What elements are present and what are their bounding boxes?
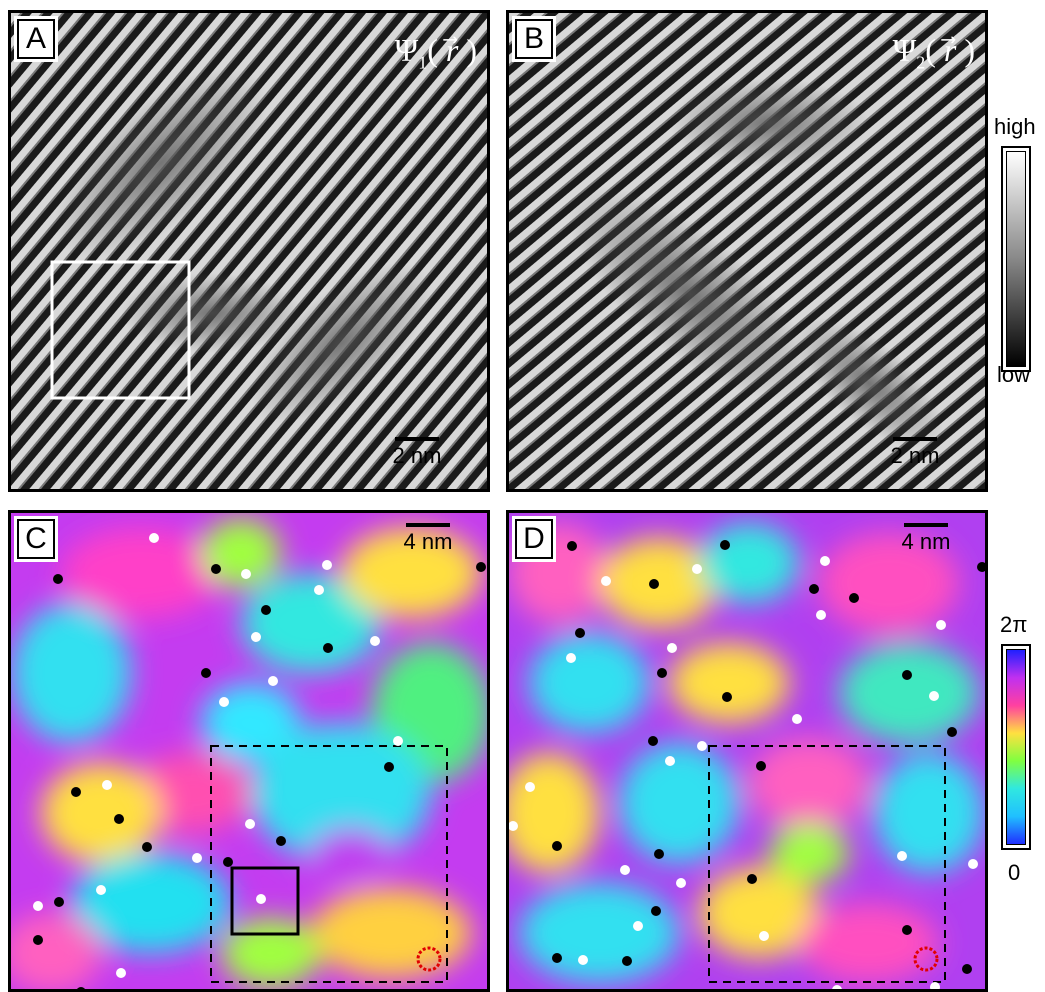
panel-b-amplitude-map: B Ψ2( r⃗ ) 2 nm [506, 10, 988, 492]
highlight-ring-c [416, 946, 442, 972]
panel-letter-d: D [512, 516, 556, 562]
scale-bar-c: 4 nm [393, 523, 463, 555]
panel-letter-b: B [512, 16, 556, 62]
scale-bar-d: 4 nm [891, 523, 961, 555]
colorbar-high-label: high [994, 114, 1036, 139]
dashed-region-d [708, 745, 946, 983]
scale-bar-label: 4 nm [403, 529, 453, 554]
panel-letter-c: C [14, 516, 58, 562]
zoom-box-black [230, 866, 300, 936]
panel-a-amplitude-map: A Ψ1( r⃗ ) 2 nm [8, 10, 490, 492]
phase-field-c [11, 513, 487, 989]
vector-r: r [943, 32, 957, 68]
amplitude-colorbar [1001, 146, 1031, 372]
phase-field-d [509, 513, 985, 989]
colorbar-2pi-label: 2π [1000, 612, 1028, 637]
scale-bar-a: 2 nm [385, 437, 449, 469]
stripe-pattern-b [509, 13, 985, 489]
scale-bar-label: 2 nm [890, 443, 940, 468]
phase-colorbar [1001, 644, 1031, 850]
vortex-markers-c [33, 533, 486, 989]
panel-d-phase-map: D 4 nm [506, 510, 988, 992]
wavefunction-label-2: Ψ2( r⃗ ) [892, 32, 975, 73]
scale-bar-b: 2 nm [883, 437, 947, 469]
panel-c-phase-map: C 4 nm [8, 510, 490, 992]
zoom-box-white [50, 260, 191, 400]
scale-bar-label: 2 nm [392, 443, 442, 468]
scale-bar-label: 4 nm [901, 529, 951, 554]
highlight-ring-d [913, 946, 939, 972]
colorbar-zero-label: 0 [1008, 860, 1021, 885]
vortex-markers-d [509, 540, 985, 989]
dashed-region-c [210, 745, 448, 983]
stripe-pattern-a [11, 13, 487, 489]
panel-letter-a: A [14, 16, 58, 62]
wavefunction-label-1: Ψ1( r⃗ ) [394, 32, 477, 73]
vector-r: r [445, 32, 459, 68]
colorbar-low-label: low [997, 362, 1031, 387]
